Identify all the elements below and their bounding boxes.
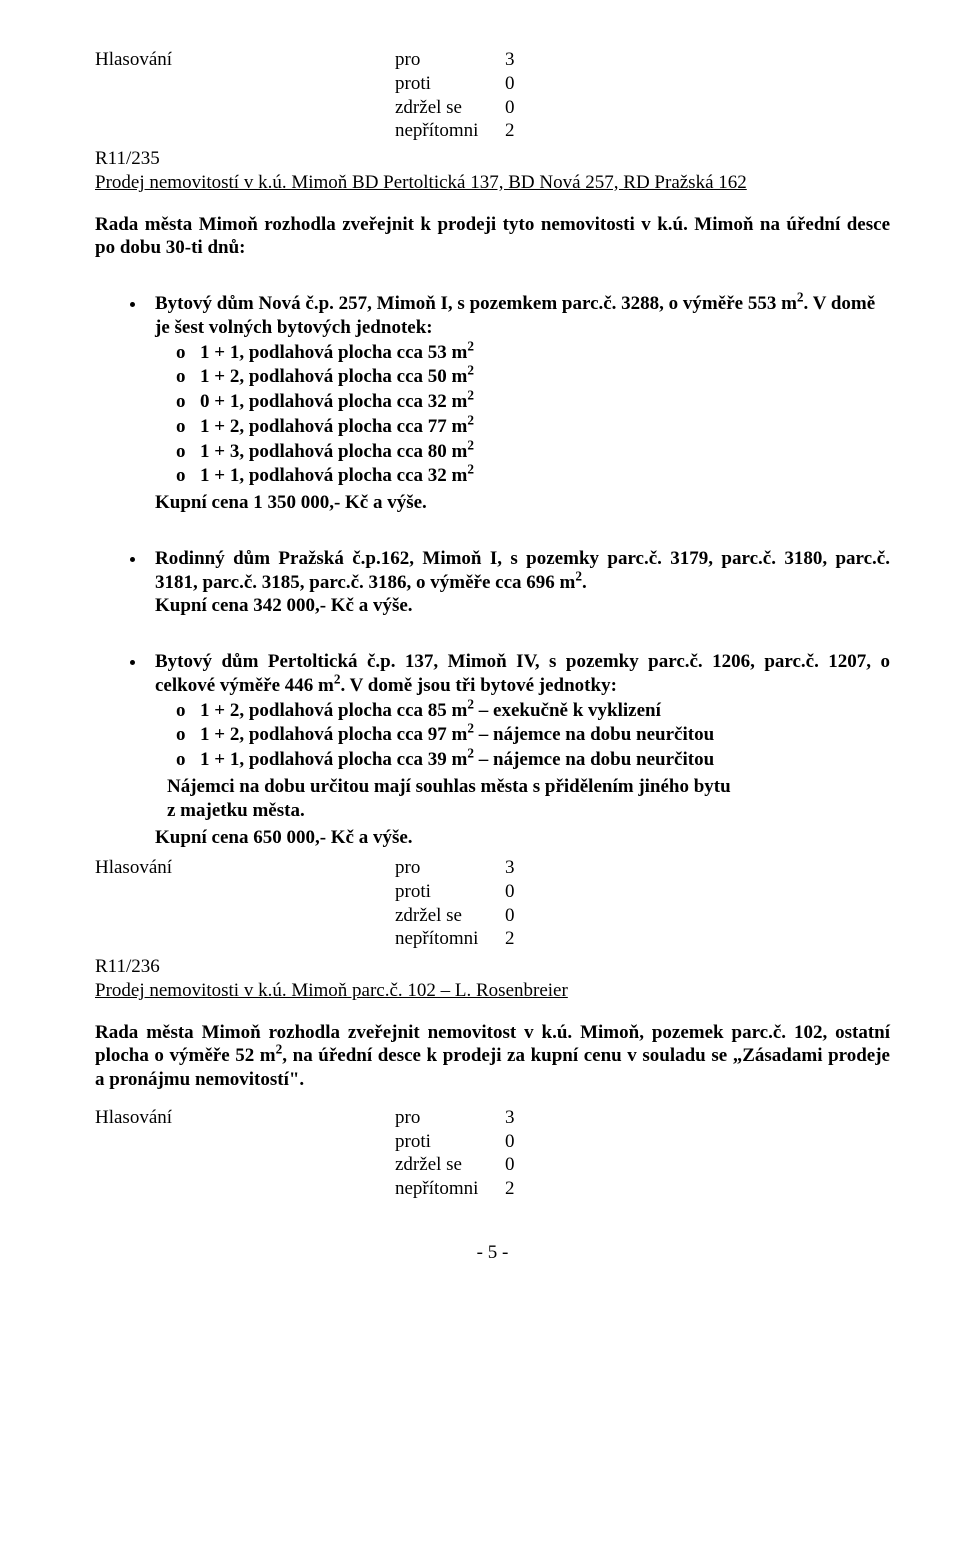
vote-value-nepritomni: 2 <box>505 119 515 143</box>
vote-value-pro: 3 <box>505 1106 515 1130</box>
vote-label-proti: proti <box>395 1130 505 1154</box>
item1-lead-a: Bytový dům Nová č.p. 257, Mimoň I, s poz… <box>155 293 797 314</box>
vote-value-zdrzel: 0 <box>505 96 515 120</box>
vote-label-hlasovani: Hlasování <box>95 48 395 72</box>
unit-text: 1 + 2, podlahová plocha cca 97 m <box>200 724 467 745</box>
kupni-cena-2: Kupní cena 342 000,- Kč a výše. <box>155 594 890 618</box>
property-item-2: Rodinný dům Pražská č.p.162, Mimoň I, s … <box>95 547 890 618</box>
property-item-1: Bytový dům Nová č.p. 257, Mimoň I, s poz… <box>95 292 890 515</box>
kupni-cena-3: Kupní cena 650 000,- Kč a výše. <box>155 826 890 850</box>
vote-value-pro: 3 <box>505 48 515 72</box>
vote-label-nepritomni: nepřítomni <box>395 927 505 951</box>
item3-lead-b: . V domě jsou tři bytové jednotky: <box>341 675 617 696</box>
vote-label-zdrzel: zdržel se <box>395 1153 505 1177</box>
vote-label-zdrzel: zdržel se <box>395 904 505 928</box>
vote-label-nepritomni: nepřítomni <box>395 119 505 143</box>
kupni-cena-1: Kupní cena 1 350 000,- Kč a výše. <box>155 491 890 515</box>
vote-value-zdrzel: 0 <box>505 1153 515 1177</box>
vote-block-1: Hlasování pro 3 proti 0 zdržel se 0 nepř… <box>95 48 890 143</box>
property-item-3: Bytový dům Pertoltická č.p. 137, Mimoň I… <box>95 650 890 850</box>
vote-label-pro: pro <box>395 856 505 880</box>
page-number: - 5 - <box>95 1241 890 1265</box>
unit-text: 1 + 3, podlahová plocha cca 80 m <box>200 441 467 462</box>
item2-text-a: Rodinný dům Pražská č.p.162, Mimoň I, s … <box>155 548 890 593</box>
sup-2: 2 <box>797 290 804 305</box>
unit-text: 1 + 1, podlahová plocha cca 39 m <box>200 749 467 770</box>
ref-number-1: R11/235 <box>95 147 890 171</box>
unit-text: 0 + 1, podlahová plocha cca 32 m <box>200 391 467 412</box>
vote-value-nepritomni: 2 <box>505 927 515 951</box>
tenant-note-1: Nájemci na dobu určitou mají souhlas měs… <box>167 775 890 799</box>
vote-value-nepritomni: 2 <box>505 1177 515 1201</box>
vote-value-proti: 0 <box>505 72 515 96</box>
vote-value-proti: 0 <box>505 1130 515 1154</box>
page: Hlasování pro 3 proti 0 zdržel se 0 nepř… <box>0 0 960 1305</box>
unit-text: 1 + 2, podlahová plocha cca 85 m <box>200 700 467 721</box>
vote-label-proti: proti <box>395 72 505 96</box>
item2-text-b: . <box>582 572 587 593</box>
vote-label-pro: pro <box>395 1106 505 1130</box>
vote-label-hlasovani: Hlasování <box>95 1106 395 1130</box>
vote-label-proti: proti <box>395 880 505 904</box>
title-2: Prodej nemovitosti v k.ú. Mimoň parc.č. … <box>95 979 890 1003</box>
vote-block-2: Hlasování pro 3 proti 0 zdržel se 0 nepř… <box>95 856 890 951</box>
vote-block-3: Hlasování pro 3 proti 0 zdržel se 0 nepř… <box>95 1106 890 1201</box>
tenant-note-2: z majetku města. <box>167 799 890 823</box>
vote-label-zdrzel: zdržel se <box>395 96 505 120</box>
vote-label-nepritomni: nepřítomni <box>395 1177 505 1201</box>
decision-paragraph-1: Rada města Mimoň rozhodla zveřejnit k pr… <box>95 213 890 261</box>
title-1: Prodej nemovitostí v k.ú. Mimoň BD Perto… <box>95 171 890 195</box>
ref-number-2: R11/236 <box>95 955 890 979</box>
unit-text: 1 + 2, podlahová plocha cca 77 m <box>200 416 467 437</box>
vote-value-zdrzel: 0 <box>505 904 515 928</box>
vote-value-pro: 3 <box>505 856 515 880</box>
unit-text: 1 + 1, podlahová plocha cca 32 m <box>200 465 467 486</box>
unit-text: 1 + 2, podlahová plocha cca 50 m <box>200 366 467 387</box>
vote-label-pro: pro <box>395 48 505 72</box>
vote-label-hlasovani: Hlasování <box>95 856 395 880</box>
decision-paragraph-2: Rada města Mimoň rozhodla zveřejnit nemo… <box>95 1021 890 1092</box>
unit-text: 1 + 1, podlahová plocha cca 53 m <box>200 342 467 363</box>
vote-value-proti: 0 <box>505 880 515 904</box>
